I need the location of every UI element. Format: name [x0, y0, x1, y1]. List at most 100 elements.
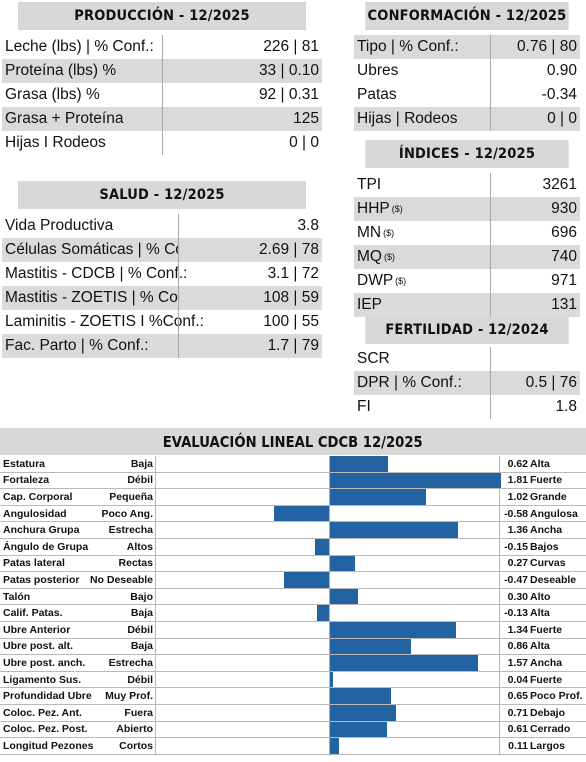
conformacion-row-value: 0.90 [490, 59, 580, 83]
lineal-bar-cell [160, 688, 500, 704]
indices-row: DWP ($) 971 [354, 269, 580, 293]
lineal-row: Angulosidad Poco Ang. -0.58 Angulosa [0, 505, 586, 523]
lineal-bar [316, 605, 329, 621]
lineal-trait: Talón [3, 590, 31, 603]
lineal-low-label: Baja [91, 605, 156, 621]
fertilidad-row: DPR | % Conf.: 0.5 | 76 [354, 371, 580, 395]
lineal-trait: Cap. Corporal [3, 490, 73, 503]
lineal-high-label: Angulosa [530, 507, 578, 520]
lineal-low-label: Estrecha [91, 522, 156, 538]
lineal-low-label: Débil [91, 621, 156, 638]
indices-row-value: 971 [490, 269, 580, 293]
lineal-value: 1.02 [507, 490, 528, 503]
lineal-bar [329, 555, 355, 572]
lineal-high-label: Alta [530, 607, 550, 620]
lineal-row: Estatura Baja 0.62 Alta [0, 456, 586, 473]
lineal-low-label: Abierto [91, 721, 156, 738]
lineal-row: Ligamento Sus. Débil 0.04 Fuerte [0, 671, 586, 689]
fertilidad-row-label: SCR [357, 350, 390, 367]
lineal-row: Patas lateral Rectas 0.27 Curvas [0, 555, 586, 573]
fertilidad-row: SCR [354, 347, 580, 371]
produccion-row-label: Grasa (lbs) % [5, 86, 100, 103]
produccion-row-label: Hijas I Rodeos [5, 134, 106, 151]
indices-row-label: MN ($) [357, 224, 395, 241]
lineal-value: 1.57 [507, 656, 528, 669]
lineal-bar [284, 572, 329, 588]
indices-row: IEP 131 [354, 293, 580, 317]
lineal-bar [314, 538, 329, 555]
produccion-row-value: 125 [162, 107, 322, 131]
lineal-row: Talón Bajo 0.30 Alto [0, 588, 586, 606]
lineal-bar [329, 522, 459, 538]
lineal-bar [329, 721, 387, 738]
lineal-high-label: Alta [530, 640, 550, 653]
lineal-high-label: Cerrado [530, 723, 571, 736]
produccion-row-value: 92 | 0.31 [162, 83, 322, 107]
lineal-row: Longitud Pezones Cortos 0.11 Largos [0, 738, 586, 755]
lineal-bar [273, 505, 329, 522]
lineal-bar-cell [160, 638, 500, 655]
lineal-bar [329, 621, 457, 638]
salud-row: Laminitis - ZOETIS I %Conf.: 100 | 55 [2, 310, 322, 334]
lineal-high-label: Fuerte [530, 474, 563, 487]
salud-row: Fac. Parto | % Conf.: 1.7 | 79 [2, 334, 322, 358]
lineal-bar-cell [160, 655, 500, 671]
produccion-row: Grasa (lbs) % 92 | 0.31 [2, 83, 322, 107]
produccion-row-label: Leche (lbs) | % Conf.: [5, 38, 154, 55]
indices-row: MN ($) 696 [354, 221, 580, 245]
salud-row-value: 108 | 59 [178, 286, 322, 310]
lineal-bar [329, 456, 388, 472]
lineal-bar-cell [160, 522, 500, 538]
indices-currency-sup: ($) [391, 204, 403, 214]
produccion-row-value: 226 | 81 [162, 35, 322, 59]
lineal-trait: Coloc. Pez. Ant. [3, 706, 82, 719]
lineal-trait: Angulosidad [3, 507, 67, 520]
lineal-high-label: Alta [530, 457, 550, 470]
indices-row-label: HHP ($) [354, 197, 490, 221]
lineal-low-label: Estrecha [91, 655, 156, 671]
produccion-panel: PRODUCCIÓN - 12/2025 Leche (lbs) | % Con… [2, 2, 322, 155]
lineal-high-label: Ancha [530, 656, 563, 669]
indices-row-value: 696 [490, 221, 580, 245]
indices-row: HHP ($) 930 [354, 197, 580, 221]
indices-currency-sup: ($) [383, 228, 395, 238]
lineal-trait: Anchura Grupa [3, 524, 80, 537]
salud-row-value: 2.69 | 78 [178, 238, 322, 262]
salud-row-label: Mastitis - CDCB | % Conf.: [5, 265, 188, 282]
lineal-trait: Patas lateral [3, 557, 65, 570]
lineal-row: Ubre post. alt. Baja 0.86 Alta [0, 638, 586, 656]
lineal-bar [329, 489, 426, 505]
indices-row-value: 131 [490, 293, 580, 317]
lineal-bar-cell [160, 505, 500, 522]
lineal-bar-cell [160, 671, 500, 688]
lineal-row: Ubre Anterior Débil 1.34 Fuerte [0, 621, 586, 639]
conformacion-row-label: Tipo | % Conf.: [354, 35, 490, 59]
lineal-low-label: Rectas [91, 555, 156, 572]
lineal-row: Anchura Grupa Estrecha 1.36 Ancha [0, 522, 586, 539]
lineal-low-label: Baja [91, 638, 156, 655]
fertilidad-row-value: 1.8 [490, 395, 580, 419]
indices-currency-sup: ($) [383, 252, 395, 262]
lineal-trait: Ángulo de Grupa [3, 540, 89, 553]
salud-row-label: Laminitis - ZOETIS I %Conf.: [5, 313, 204, 330]
conformacion-row: Tipo | % Conf.: 0.76 | 80 [354, 35, 580, 59]
lineal-high-label: Curvas [530, 557, 566, 570]
lineal-trait: Ubre Anterior [3, 623, 71, 636]
lineal-trait: Coloc. Pez. Post. [3, 723, 88, 736]
lineal-value: 0.86 [507, 640, 528, 653]
lineal-low-label: Baja [91, 456, 156, 472]
lineal-value: 0.65 [507, 690, 528, 703]
produccion-row: Grasa + Proteína 125 [2, 107, 322, 131]
salud-row: Mastitis - CDCB | % Conf.: 3.1 | 72 [2, 262, 322, 286]
lineal-high-label: Debajo [530, 706, 566, 719]
lineal-row: Patas posterior No Deseable -0.47 Deseable [0, 572, 586, 589]
produccion-row: Hijas I Rodeos 0 | 0 [2, 131, 322, 155]
lineal-bar-cell [160, 555, 500, 572]
salud-row-value: 3.1 | 72 [178, 262, 322, 286]
lineal-value: 1.36 [507, 524, 528, 537]
lineal-row: Coloc. Pez. Ant. Fuera 0.71 Debajo [0, 704, 586, 722]
lineal-high-label: Grande [530, 490, 567, 503]
salud-row-label: Mastitis - ZOETIS | % Conf.: [2, 286, 199, 310]
lineal-trait: Estatura [3, 457, 46, 470]
fertilidad-panel: FERTILIDAD - 12/2024 SCR DPR | % Conf.: 0.… [354, 316, 580, 419]
